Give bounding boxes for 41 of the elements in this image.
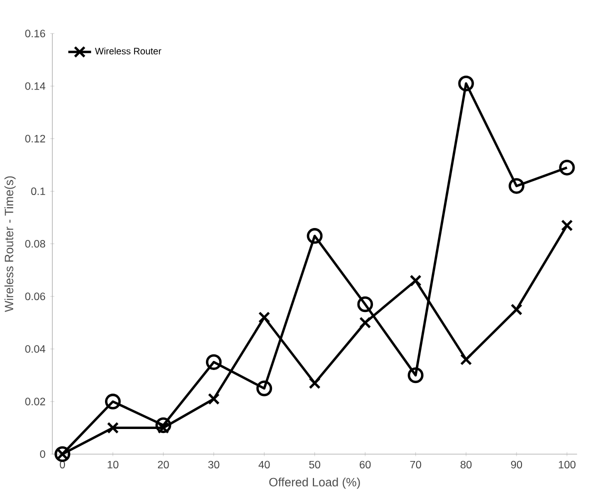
x-tick-label: 60 bbox=[360, 460, 371, 468]
point bbox=[460, 354, 472, 366]
y-tick-label: 0.16 bbox=[25, 30, 46, 38]
point bbox=[306, 228, 323, 244]
y-tick-label: 0.1 bbox=[31, 188, 46, 196]
y-tick-label: 0.08 bbox=[25, 240, 46, 248]
x-tick-label: 70 bbox=[410, 460, 422, 468]
point bbox=[258, 312, 270, 324]
point bbox=[559, 160, 575, 176]
y-tick-label: 0.06 bbox=[25, 292, 46, 300]
point bbox=[510, 304, 522, 316]
point bbox=[508, 178, 524, 194]
legend-label: Wireless Router bbox=[95, 48, 162, 54]
point bbox=[104, 394, 121, 410]
y-axis-title: Wireless Router - Time(s) bbox=[4, 176, 16, 312]
point bbox=[308, 377, 321, 390]
y-tick-label: 0.12 bbox=[25, 134, 46, 142]
point bbox=[408, 367, 424, 384]
point bbox=[208, 393, 220, 405]
x-tick-label: 30 bbox=[208, 460, 220, 468]
x-tick-label: 80 bbox=[460, 460, 472, 468]
point bbox=[357, 296, 374, 312]
point bbox=[561, 220, 573, 232]
point bbox=[458, 76, 474, 92]
x-tick-label: 20 bbox=[158, 460, 169, 468]
x-tick-label: 100 bbox=[558, 460, 576, 468]
point bbox=[155, 417, 172, 434]
point bbox=[256, 380, 272, 396]
x-tick-label: 10 bbox=[108, 460, 118, 468]
point bbox=[359, 316, 372, 329]
y-tick-label: 0 bbox=[40, 450, 46, 458]
x-tick-label: 50 bbox=[309, 460, 320, 468]
x-tick-label: 90 bbox=[511, 460, 522, 468]
point bbox=[206, 354, 222, 370]
point bbox=[410, 274, 422, 287]
x-axis-title: Offered Load (%) bbox=[269, 478, 360, 489]
y-tick-label: 0.02 bbox=[25, 398, 46, 406]
point bbox=[106, 422, 119, 434]
y-tick-label: 0.04 bbox=[25, 345, 46, 353]
x-tick-label: 40 bbox=[258, 460, 270, 468]
y-tick-label: 0.14 bbox=[25, 82, 46, 90]
